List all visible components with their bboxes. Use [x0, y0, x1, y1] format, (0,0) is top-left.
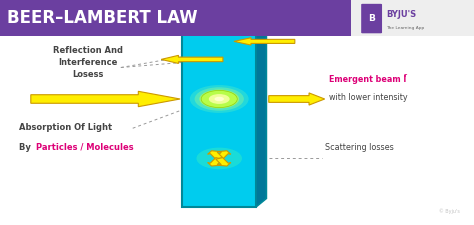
FancyArrow shape — [269, 93, 325, 105]
Circle shape — [209, 94, 229, 104]
Text: Particles / Molecules: Particles / Molecules — [36, 143, 133, 152]
Text: By: By — [19, 143, 34, 152]
Text: r: r — [403, 73, 407, 78]
Text: BYJU'S: BYJU'S — [386, 10, 417, 19]
Circle shape — [201, 90, 237, 108]
FancyBboxPatch shape — [193, 18, 266, 198]
Text: Absorption Of Light: Absorption Of Light — [19, 123, 112, 132]
FancyBboxPatch shape — [182, 27, 256, 207]
FancyArrow shape — [216, 151, 231, 159]
FancyArrow shape — [208, 151, 223, 159]
FancyBboxPatch shape — [361, 4, 382, 33]
FancyBboxPatch shape — [0, 0, 474, 36]
Polygon shape — [256, 18, 266, 207]
Circle shape — [199, 90, 239, 108]
Text: with lower intensity: with lower intensity — [329, 93, 408, 102]
Circle shape — [195, 87, 244, 111]
Polygon shape — [182, 18, 266, 27]
FancyArrow shape — [161, 55, 223, 63]
Text: B: B — [368, 14, 375, 23]
FancyArrow shape — [234, 38, 295, 45]
Text: BEER–LAMBERT LAW: BEER–LAMBERT LAW — [7, 9, 198, 27]
Circle shape — [196, 148, 242, 169]
Text: Scattering losses: Scattering losses — [325, 143, 393, 152]
FancyArrow shape — [31, 91, 180, 107]
FancyArrow shape — [216, 158, 231, 166]
FancyBboxPatch shape — [351, 0, 474, 36]
Circle shape — [190, 85, 248, 113]
Text: The Learning App: The Learning App — [386, 26, 425, 30]
Text: Reflection And
Interference
Losess: Reflection And Interference Losess — [53, 46, 123, 79]
Circle shape — [214, 97, 224, 101]
FancyArrow shape — [208, 158, 223, 166]
Text: © Byju's: © Byju's — [439, 208, 460, 214]
Text: Emergent beam I: Emergent beam I — [329, 75, 407, 84]
